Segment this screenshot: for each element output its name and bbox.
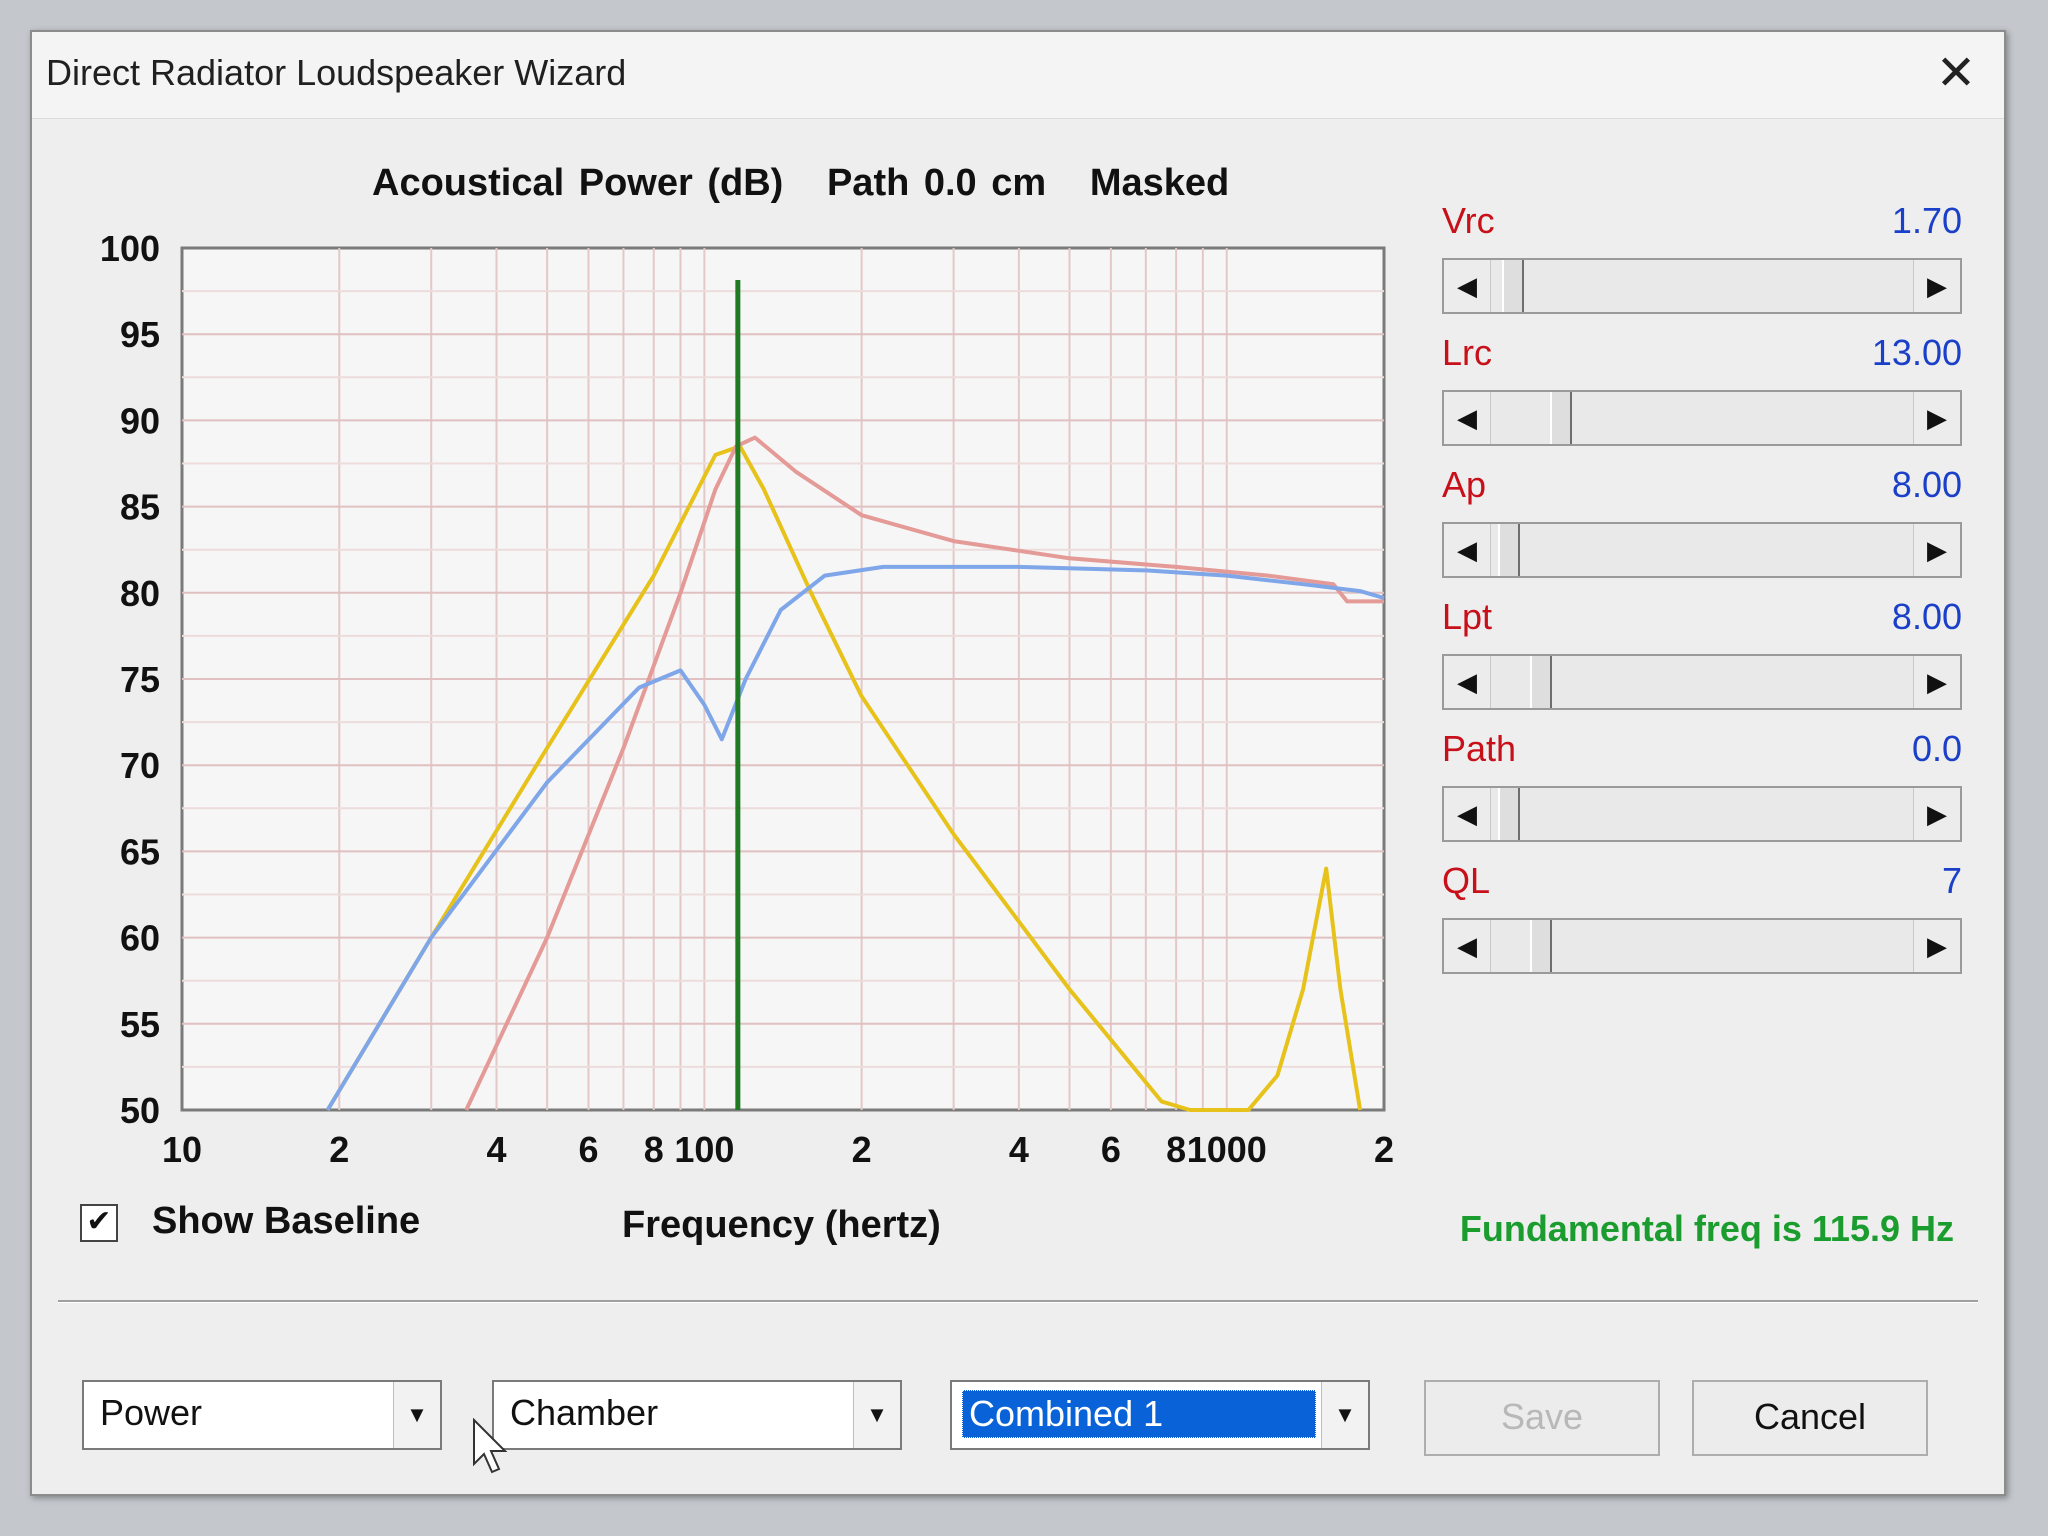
wizard-window: Direct Radiator Loudspeaker Wizard ✕ Aco… <box>30 30 2006 1496</box>
slider-value-ap: 8.00 <box>1891 464 1962 505</box>
window-title: Direct Radiator Loudspeaker Wizard <box>46 52 627 93</box>
save-button[interactable]: Save <box>1424 1380 1660 1456</box>
series-line-2 <box>464 435 1384 1111</box>
close-icon[interactable]: ✕ <box>1935 47 1977 100</box>
slider-label-vrc: Vrc <box>1442 200 1495 241</box>
y-tick-label: 95 <box>120 314 160 355</box>
combined-combo[interactable]: Combined 1 ▼ <box>950 1380 1370 1450</box>
slider-label-lrc: Lrc <box>1442 332 1493 373</box>
scroll-right-arrow-icon[interactable]: ▶ <box>1913 392 1960 444</box>
slider-thumb[interactable] <box>1498 788 1521 840</box>
chevron-down-icon[interactable]: ▼ <box>1321 1382 1368 1448</box>
y-tick-label: 100 <box>100 228 160 269</box>
slider-thumb[interactable] <box>1550 392 1573 444</box>
fundamental-frequency-text: Fundamental freq is 115.9 Hz <box>1459 1208 1954 1249</box>
series-line-3 <box>325 564 1385 1112</box>
slider-lpt[interactable]: ◀ ▶ <box>1442 654 1962 710</box>
scroll-left-arrow-icon[interactable]: ◀ <box>1444 656 1491 708</box>
separator-line <box>58 1300 1978 1303</box>
show-baseline-checkbox[interactable]: ✔ <box>80 1204 118 1242</box>
x-tick-label: 1000 <box>1187 1129 1267 1170</box>
slider-lrc[interactable]: ◀ ▶ <box>1442 390 1962 446</box>
y-tick-label: 55 <box>120 1004 160 1045</box>
chamber-combo[interactable]: Chamber ▼ <box>492 1380 902 1450</box>
chart-title: Acoustical Power (dB) Path 0.0 cm Masked <box>372 162 1230 204</box>
cancel-button[interactable]: Cancel <box>1692 1380 1928 1456</box>
y-tick-label: 90 <box>120 400 160 441</box>
slider-label-ap: Ap <box>1442 464 1487 505</box>
chevron-down-icon[interactable]: ▼ <box>393 1382 440 1448</box>
scroll-left-arrow-icon[interactable]: ◀ <box>1444 524 1491 576</box>
scroll-left-arrow-icon[interactable]: ◀ <box>1444 920 1491 972</box>
x-axis-label: Frequency (hertz) <box>622 1204 941 1246</box>
view-type-value: Power <box>100 1392 203 1433</box>
x-tick-label: 6 <box>1101 1129 1121 1170</box>
x-tick-label: 100 <box>674 1129 734 1170</box>
x-tick-label: 8 <box>644 1129 664 1170</box>
y-tick-label: 60 <box>120 918 160 959</box>
slider-value-ql: 7 <box>1941 860 1962 901</box>
y-tick-label: 75 <box>120 659 160 700</box>
slider-thumb[interactable] <box>1502 260 1525 312</box>
slider-label-ql: QL <box>1442 860 1491 901</box>
x-tick-label: 2 <box>329 1129 349 1170</box>
slider-vrc[interactable]: ◀ ▶ <box>1442 258 1962 314</box>
mouse-pointer-icon <box>473 1418 508 1474</box>
chevron-down-icon[interactable]: ▼ <box>853 1382 900 1448</box>
show-baseline-label[interactable]: Show Baseline <box>152 1200 421 1242</box>
slider-label-path: Path <box>1442 728 1517 769</box>
slider-thumb[interactable] <box>1530 656 1553 708</box>
slider-thumb[interactable] <box>1530 920 1553 972</box>
x-tick-label: 2 <box>1374 1129 1394 1170</box>
x-tick-label: 2 <box>852 1129 872 1170</box>
scroll-right-arrow-icon[interactable]: ▶ <box>1913 260 1960 312</box>
chamber-value: Chamber <box>510 1392 659 1433</box>
slider-thumb[interactable] <box>1498 524 1521 576</box>
slider-label-lpt: Lpt <box>1442 596 1493 637</box>
slider-value-lrc: 13.00 <box>1871 332 1962 373</box>
combined-value: Combined 1 <box>962 1390 1316 1438</box>
view-type-combo[interactable]: Power ▼ <box>82 1380 442 1450</box>
slider-path[interactable]: ◀ ▶ <box>1442 786 1962 842</box>
scroll-left-arrow-icon[interactable]: ◀ <box>1444 260 1491 312</box>
scroll-right-arrow-icon[interactable]: ▶ <box>1913 656 1960 708</box>
slider-value-path: 0.0 <box>1911 728 1962 769</box>
slider-ap[interactable]: ◀ ▶ <box>1442 522 1962 578</box>
series-line-1 <box>325 444 1363 1112</box>
scroll-right-arrow-icon[interactable]: ▶ <box>1913 788 1960 840</box>
y-tick-label: 85 <box>120 487 160 528</box>
scroll-left-arrow-icon[interactable]: ◀ <box>1444 392 1491 444</box>
slider-ql[interactable]: ◀ ▶ <box>1442 918 1962 974</box>
x-tick-label: 4 <box>1009 1129 1029 1170</box>
title-bar: Direct Radiator Loudspeaker Wizard ✕ <box>32 32 2004 119</box>
scroll-left-arrow-icon[interactable]: ◀ <box>1444 788 1491 840</box>
x-tick-label: 6 <box>578 1129 598 1170</box>
y-tick-label: 70 <box>120 745 160 786</box>
scroll-right-arrow-icon[interactable]: ▶ <box>1913 524 1960 576</box>
x-tick-label: 10 <box>162 1129 202 1170</box>
y-tick-label: 50 <box>120 1090 160 1131</box>
slider-value-lpt: 8.00 <box>1891 596 1962 637</box>
x-tick-label: 8 <box>1166 1129 1186 1170</box>
slider-value-vrc: 1.70 <box>1891 200 1962 241</box>
y-tick-label: 65 <box>120 831 160 872</box>
scroll-right-arrow-icon[interactable]: ▶ <box>1913 920 1960 972</box>
x-tick-label: 4 <box>486 1129 506 1170</box>
y-tick-label: 80 <box>120 573 160 614</box>
